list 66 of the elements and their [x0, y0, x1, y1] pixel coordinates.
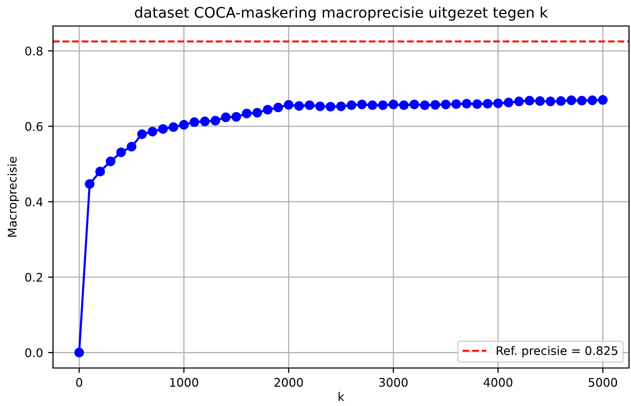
point [556, 96, 566, 106]
point [137, 129, 147, 140]
point [378, 100, 388, 110]
point [535, 96, 545, 106]
point [451, 99, 462, 109]
point [190, 117, 200, 128]
point [148, 126, 158, 136]
point [577, 96, 587, 106]
x-tick-label: 3000 [379, 378, 408, 387]
y-tick-label: 0.6 [25, 122, 43, 131]
point [262, 104, 273, 115]
point [231, 112, 242, 122]
y-tick-label: 0.8 [25, 46, 42, 56]
point [304, 100, 314, 110]
x-tick-label: 0 [76, 378, 82, 387]
point [388, 100, 398, 110]
point [398, 100, 409, 110]
point [284, 100, 294, 110]
x-tick-label: 2000 [274, 378, 303, 387]
point [95, 166, 105, 176]
point [84, 179, 95, 189]
point [357, 100, 367, 110]
point [587, 95, 598, 106]
point [179, 120, 189, 130]
point [440, 100, 451, 110]
point [273, 102, 284, 112]
point [220, 112, 231, 122]
point [158, 124, 168, 134]
point [524, 96, 534, 106]
point [126, 142, 136, 152]
point [420, 100, 430, 110]
point [326, 102, 336, 112]
y-tick-label: 0.4 [25, 197, 43, 206]
point [116, 147, 126, 158]
point [368, 100, 378, 110]
point [106, 156, 116, 166]
point [504, 98, 514, 108]
x-tick-label: 5000 [588, 378, 618, 387]
point [346, 100, 356, 110]
point [294, 101, 304, 111]
point [462, 98, 472, 109]
point [493, 98, 503, 108]
y-tick-label: 0.0 [25, 348, 42, 358]
point [472, 99, 482, 109]
point [252, 108, 262, 118]
point [514, 96, 524, 106]
point [566, 95, 576, 106]
point [482, 98, 492, 109]
x-tick-label: 4000 [484, 378, 512, 387]
point [546, 96, 556, 106]
legend-label: Ref. precisie = 0.825 [496, 346, 618, 358]
point [242, 108, 252, 118]
point [598, 95, 608, 105]
point [168, 122, 178, 132]
point [74, 348, 84, 358]
point [315, 101, 325, 112]
x-tick-label: 1000 [170, 378, 198, 387]
point [200, 116, 210, 126]
chart-title: dataset COCA-maskering macroprecisie uitgezet tegen k [134, 6, 548, 21]
x-axis-title: k [338, 392, 344, 401]
y-tick-label: 0.2 [25, 272, 42, 282]
y-axis-title: Macroprecisie [8, 156, 19, 237]
point [430, 100, 440, 110]
point [210, 116, 220, 126]
point [409, 100, 420, 110]
point [336, 101, 346, 112]
